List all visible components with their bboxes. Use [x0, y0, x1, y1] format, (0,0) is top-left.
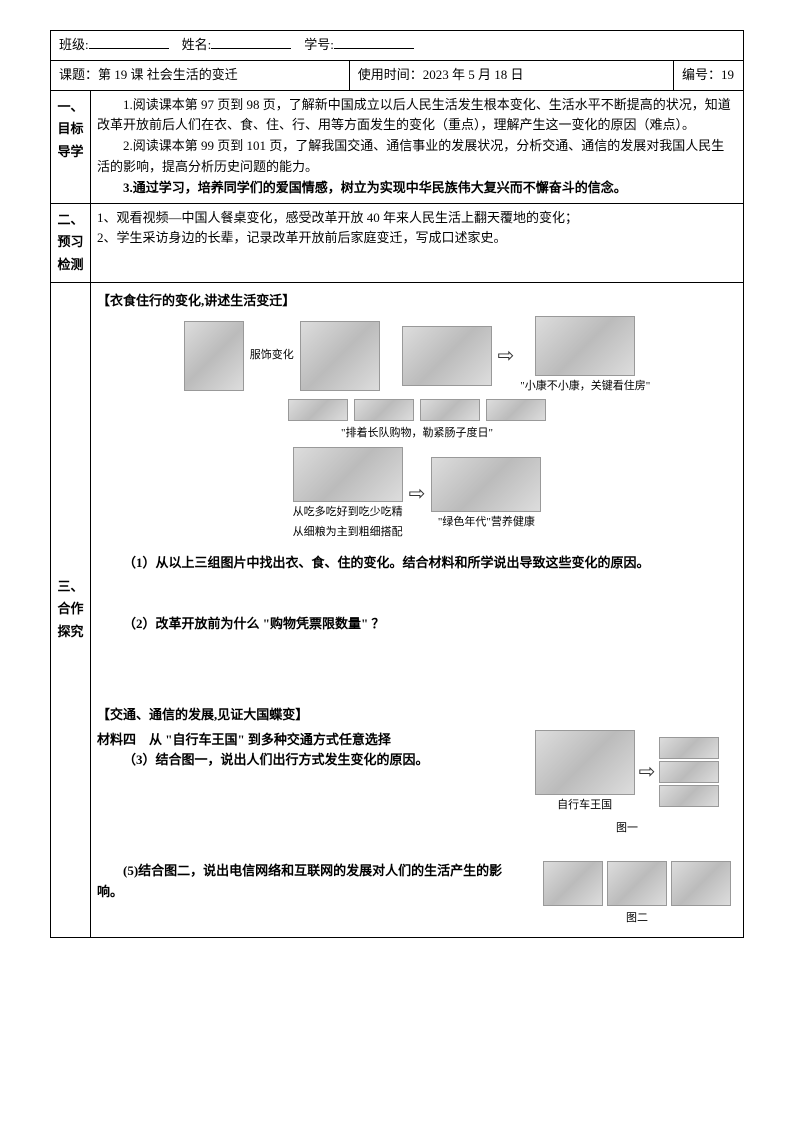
- serial-label: 编号：: [682, 67, 721, 82]
- food-caption1: 从吃多吃好到吃少吃精: [293, 504, 403, 522]
- topic-label: 课题：: [59, 67, 98, 82]
- ticket1-img: [288, 399, 348, 421]
- clothing-after-img: [300, 321, 380, 391]
- section1-label: 一、 目标 导学: [51, 90, 91, 203]
- name-blank: [211, 36, 291, 49]
- bike-caption: 自行车王国: [557, 797, 612, 815]
- usage-time-cell: 使用时间：2023 年 5 月 18 日: [349, 60, 673, 90]
- clothing-before-img: [184, 321, 244, 391]
- tickets-row: [97, 399, 737, 421]
- ticket3-img: [420, 399, 480, 421]
- preview-1: 1、观看视频—中国人餐桌变化，感受改革开放 40 年来人民生活上翻天覆地的变化；: [97, 208, 737, 229]
- s3-num: 三、: [57, 577, 84, 598]
- transport-stack: [659, 737, 719, 807]
- housing-after-img: [535, 316, 635, 376]
- goal-3: 3.通过学习，培养同学们的爱国情感，树立为实现中华民族伟大复兴而不懈奋斗的信念。: [97, 178, 737, 199]
- food-before-img: [293, 447, 403, 502]
- bike-block: 自行车王国: [535, 730, 635, 815]
- shopping-quote: "排着长队购物，勒紧肠子度日": [97, 425, 737, 443]
- net1-img: [543, 861, 603, 906]
- s2-t2: 检测: [57, 255, 84, 276]
- question-2: （2）改革开放前为什么 "购物凭票限数量" ？: [97, 614, 737, 635]
- s3-t2: 探究: [57, 622, 84, 643]
- inquiry-title2: 【交通、通信的发展,见证大国蝶变】: [97, 705, 737, 726]
- housing-before-img: [402, 326, 492, 386]
- id-label: 学号:: [304, 37, 334, 52]
- housing-after-block: "小康不小康，关键看住房": [520, 316, 650, 396]
- arrow-icon-2: ⇨: [409, 478, 426, 510]
- name-label: 姓名:: [182, 37, 212, 52]
- housing-quote: "小康不小康，关键看住房": [520, 378, 650, 396]
- section3-content: 【衣食住行的变化,讲述生活变迁】 服饰变化 ⇨ "小康不小康，关键看住房": [91, 282, 744, 937]
- food-after-img: [431, 457, 541, 512]
- s1-num: 一、: [57, 97, 84, 118]
- bike-img: [535, 730, 635, 795]
- clothing-housing-row: 服饰变化 ⇨ "小康不小康，关键看住房": [97, 316, 737, 396]
- section1-content: 1.阅读课本第 97 页到 98 页，了解新中国成立以后人民生活发生根本变化、生…: [91, 90, 744, 203]
- train-img: [659, 785, 719, 807]
- topic-cell: 课题：第 19 课 社会生活的变迁: [51, 60, 350, 90]
- serial-cell: 编号：19: [674, 60, 744, 90]
- arrow-icon-3: ⇨: [639, 756, 656, 788]
- topic-value: 第 19 课 社会生活的变迁: [98, 67, 238, 82]
- class-blank: [89, 36, 169, 49]
- usage-time-label: 使用时间：: [358, 67, 423, 82]
- clothing-label: 服饰变化: [250, 347, 294, 365]
- id-blank: [334, 36, 414, 49]
- fig2-group: 图二: [537, 861, 737, 928]
- food-caption2: 从细粮为主到粗细搭配: [293, 524, 403, 542]
- serial-value: 19: [721, 67, 734, 82]
- food-before-block: 从吃多吃好到吃少吃精 从细粮为主到粗细搭配: [293, 447, 403, 541]
- header-fields: 班级: 姓名: 学号:: [51, 31, 744, 61]
- highway-img: [659, 761, 719, 783]
- section2-content: 1、观看视频—中国人餐桌变化，感受改革开放 40 年来人民生活上翻天覆地的变化；…: [91, 203, 744, 282]
- inquiry-title1: 【衣食住行的变化,讲述生活变迁】: [97, 291, 737, 312]
- goal-1: 1.阅读课本第 97 页到 98 页，了解新中国成立以后人民生活发生根本变化、生…: [97, 95, 737, 137]
- net3-img: [671, 861, 731, 906]
- worksheet-table: 班级: 姓名: 学号: 课题：第 19 课 社会生活的变迁 使用时间：2023 …: [50, 30, 744, 938]
- s1-t1: 目标: [57, 119, 84, 140]
- goal-2: 2.阅读课本第 99 页到 101 页，了解我国交通、通信事业的发展状况，分析交…: [97, 136, 737, 178]
- s2-t1: 预习: [57, 232, 84, 253]
- ticket4-img: [486, 399, 546, 421]
- class-label: 班级:: [59, 37, 89, 52]
- s1-t2: 导学: [57, 142, 84, 163]
- food-caption3: "绿色年代"营养健康: [438, 514, 535, 532]
- net2-img: [607, 861, 667, 906]
- fig1-label: 图一: [517, 820, 737, 838]
- question-1: （1）从以上三组图片中找出衣、食、住的变化。结合材料和所学说出导致这些变化的原因…: [97, 553, 737, 574]
- preview-2: 2、学生采访身边的长辈，记录改革开放前后家庭变迁，写成口述家史。: [97, 228, 737, 249]
- section2-label: 二、 预习 检测: [51, 203, 91, 282]
- food-row: 从吃多吃好到吃少吃精 从细粮为主到粗细搭配 ⇨ "绿色年代"营养健康: [97, 447, 737, 541]
- s3-t1: 合作: [57, 599, 84, 620]
- fig1-group: 自行车王国 ⇨ 图一: [517, 730, 737, 838]
- ticket2-img: [354, 399, 414, 421]
- fig2-label: 图二: [537, 910, 737, 928]
- plane-img: [659, 737, 719, 759]
- arrow-icon: ⇨: [498, 340, 515, 372]
- food-after-block: "绿色年代"营养健康: [431, 457, 541, 532]
- s2-num: 二、: [57, 210, 84, 231]
- section3-label: 三、 合作 探究: [51, 282, 91, 937]
- usage-time-value: 2023 年 5 月 18 日: [423, 67, 524, 82]
